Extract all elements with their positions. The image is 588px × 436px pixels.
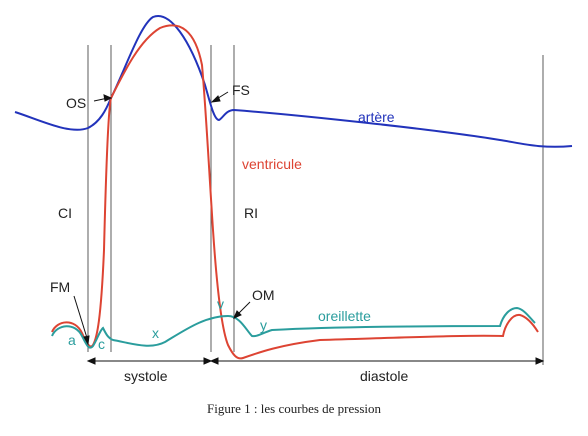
x-label: x	[152, 325, 159, 341]
systole-arrow-left	[86, 357, 96, 365]
fs-pointer-head	[210, 95, 221, 103]
fm-label: FM	[50, 279, 70, 295]
diastole-arrow-right	[535, 357, 545, 365]
diastole-label: diastole	[360, 368, 408, 384]
ventricle-curve	[51, 24, 539, 360]
a-label: a	[68, 332, 76, 348]
artery-curve	[14, 15, 573, 148]
ci-label: CI	[58, 205, 72, 221]
systole-label: systole	[124, 368, 168, 384]
annotation-pointers	[73, 91, 251, 346]
artery-label: artère	[358, 109, 395, 125]
os-label: OS	[66, 95, 86, 111]
c-label: c	[98, 336, 105, 352]
ri-label: RI	[244, 205, 258, 221]
figure-caption: Figure 1 : les courbes de pression	[206, 401, 382, 416]
v-label: v	[217, 296, 224, 312]
ventricle-label: ventricule	[242, 156, 302, 172]
fm-pointer-head	[83, 335, 90, 346]
phase-arrows	[86, 357, 545, 365]
diastole-arrow-left	[209, 357, 219, 365]
om-pointer-head	[233, 310, 242, 319]
atrium-curve	[51, 306, 536, 349]
systole-arrow-right	[203, 357, 213, 365]
om-label: OM	[252, 287, 275, 303]
phase-guide-lines	[87, 45, 544, 365]
atrium-label: oreillette	[318, 308, 371, 324]
os-pointer-head	[103, 94, 113, 102]
y-label: y	[260, 317, 267, 333]
fs-label: FS	[232, 82, 250, 98]
fm-pointer	[73, 295, 88, 339]
om-pointer	[237, 301, 251, 315]
